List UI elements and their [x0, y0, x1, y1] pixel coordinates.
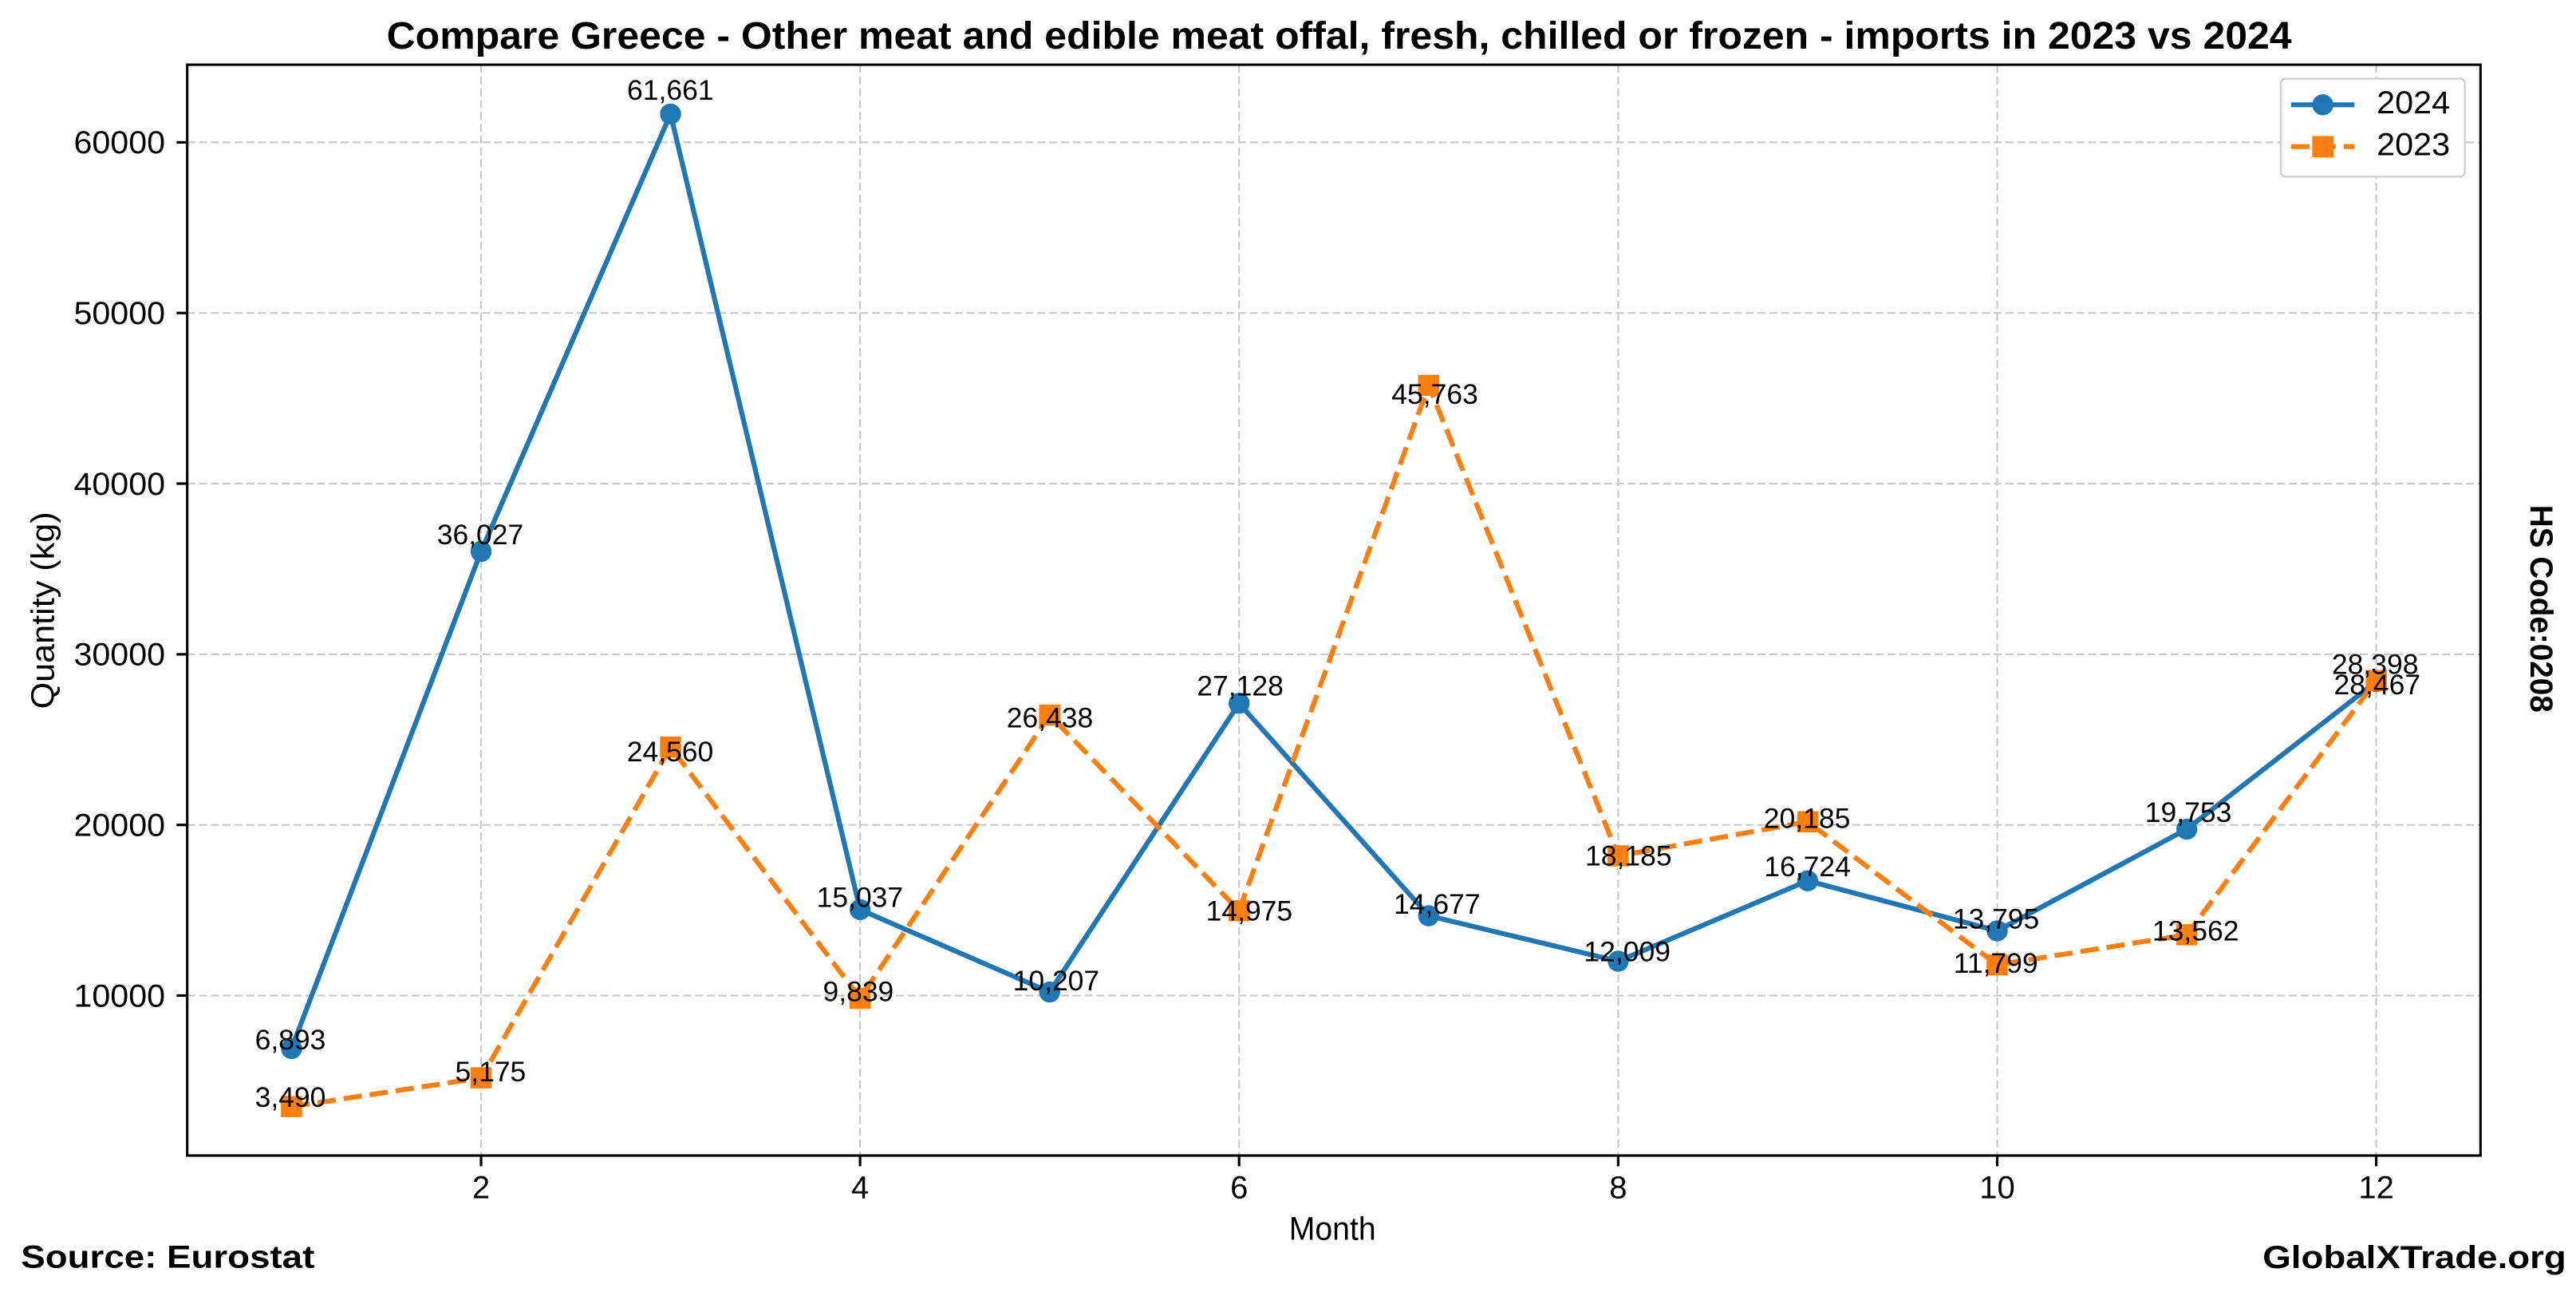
svg-text:20,185: 20,185	[1764, 802, 1851, 834]
svg-text:5,175: 5,175	[455, 1056, 526, 1088]
svg-text:Compare Greece - Other meat an: Compare Greece - Other meat and edible m…	[387, 15, 2292, 57]
svg-text:2024: 2024	[2377, 85, 2450, 121]
svg-text:16,724: 16,724	[1764, 851, 1851, 883]
svg-text:Source: Eurostat: Source: Eurostat	[21, 1239, 314, 1274]
svg-text:40000: 40000	[74, 467, 166, 502]
svg-text:HS Code:0208: HS Code:0208	[2523, 505, 2558, 713]
svg-text:2023: 2023	[2377, 128, 2450, 163]
svg-text:10000: 10000	[74, 978, 166, 1013]
svg-text:12: 12	[2358, 1170, 2394, 1205]
svg-text:24,560: 24,560	[627, 736, 714, 768]
svg-text:4: 4	[851, 1170, 869, 1205]
svg-text:8: 8	[1609, 1170, 1627, 1205]
svg-text:14,677: 14,677	[1394, 888, 1481, 920]
svg-text:6: 6	[1230, 1170, 1248, 1205]
svg-text:Quantity (kg): Quantity (kg)	[25, 512, 61, 709]
svg-text:45,763: 45,763	[1391, 378, 1478, 410]
svg-text:12,009: 12,009	[1584, 935, 1671, 967]
svg-text:2: 2	[472, 1170, 490, 1205]
svg-text:3,490: 3,490	[255, 1081, 326, 1113]
svg-text:60000: 60000	[74, 125, 166, 160]
svg-text:27,128: 27,128	[1197, 670, 1284, 702]
svg-text:30000: 30000	[74, 638, 166, 673]
svg-text:19,753: 19,753	[2145, 796, 2232, 828]
svg-text:11,799: 11,799	[1954, 947, 2038, 979]
svg-text:6,893: 6,893	[255, 1024, 326, 1056]
svg-text:36,027: 36,027	[437, 519, 524, 551]
svg-text:28,398: 28,398	[2332, 649, 2419, 681]
svg-text:10,207: 10,207	[1013, 965, 1100, 997]
svg-text:50000: 50000	[74, 296, 166, 331]
svg-text:26,438: 26,438	[1007, 701, 1094, 733]
svg-text:28,467: 28,467	[2334, 669, 2421, 701]
svg-text:GlobalXTrade.org: GlobalXTrade.org	[2262, 1240, 2566, 1275]
svg-text:61,661: 61,661	[627, 74, 714, 106]
svg-text:9,839: 9,839	[823, 976, 894, 1008]
svg-text:10: 10	[1979, 1170, 2015, 1205]
svg-text:13,562: 13,562	[2152, 915, 2239, 947]
svg-text:15,037: 15,037	[817, 881, 904, 913]
svg-text:Month: Month	[1289, 1210, 1376, 1247]
svg-text:13,795: 13,795	[1953, 903, 2040, 935]
svg-text:20000: 20000	[74, 808, 166, 844]
svg-text:14,975: 14,975	[1206, 895, 1293, 927]
svg-text:18,185: 18,185	[1585, 840, 1672, 871]
